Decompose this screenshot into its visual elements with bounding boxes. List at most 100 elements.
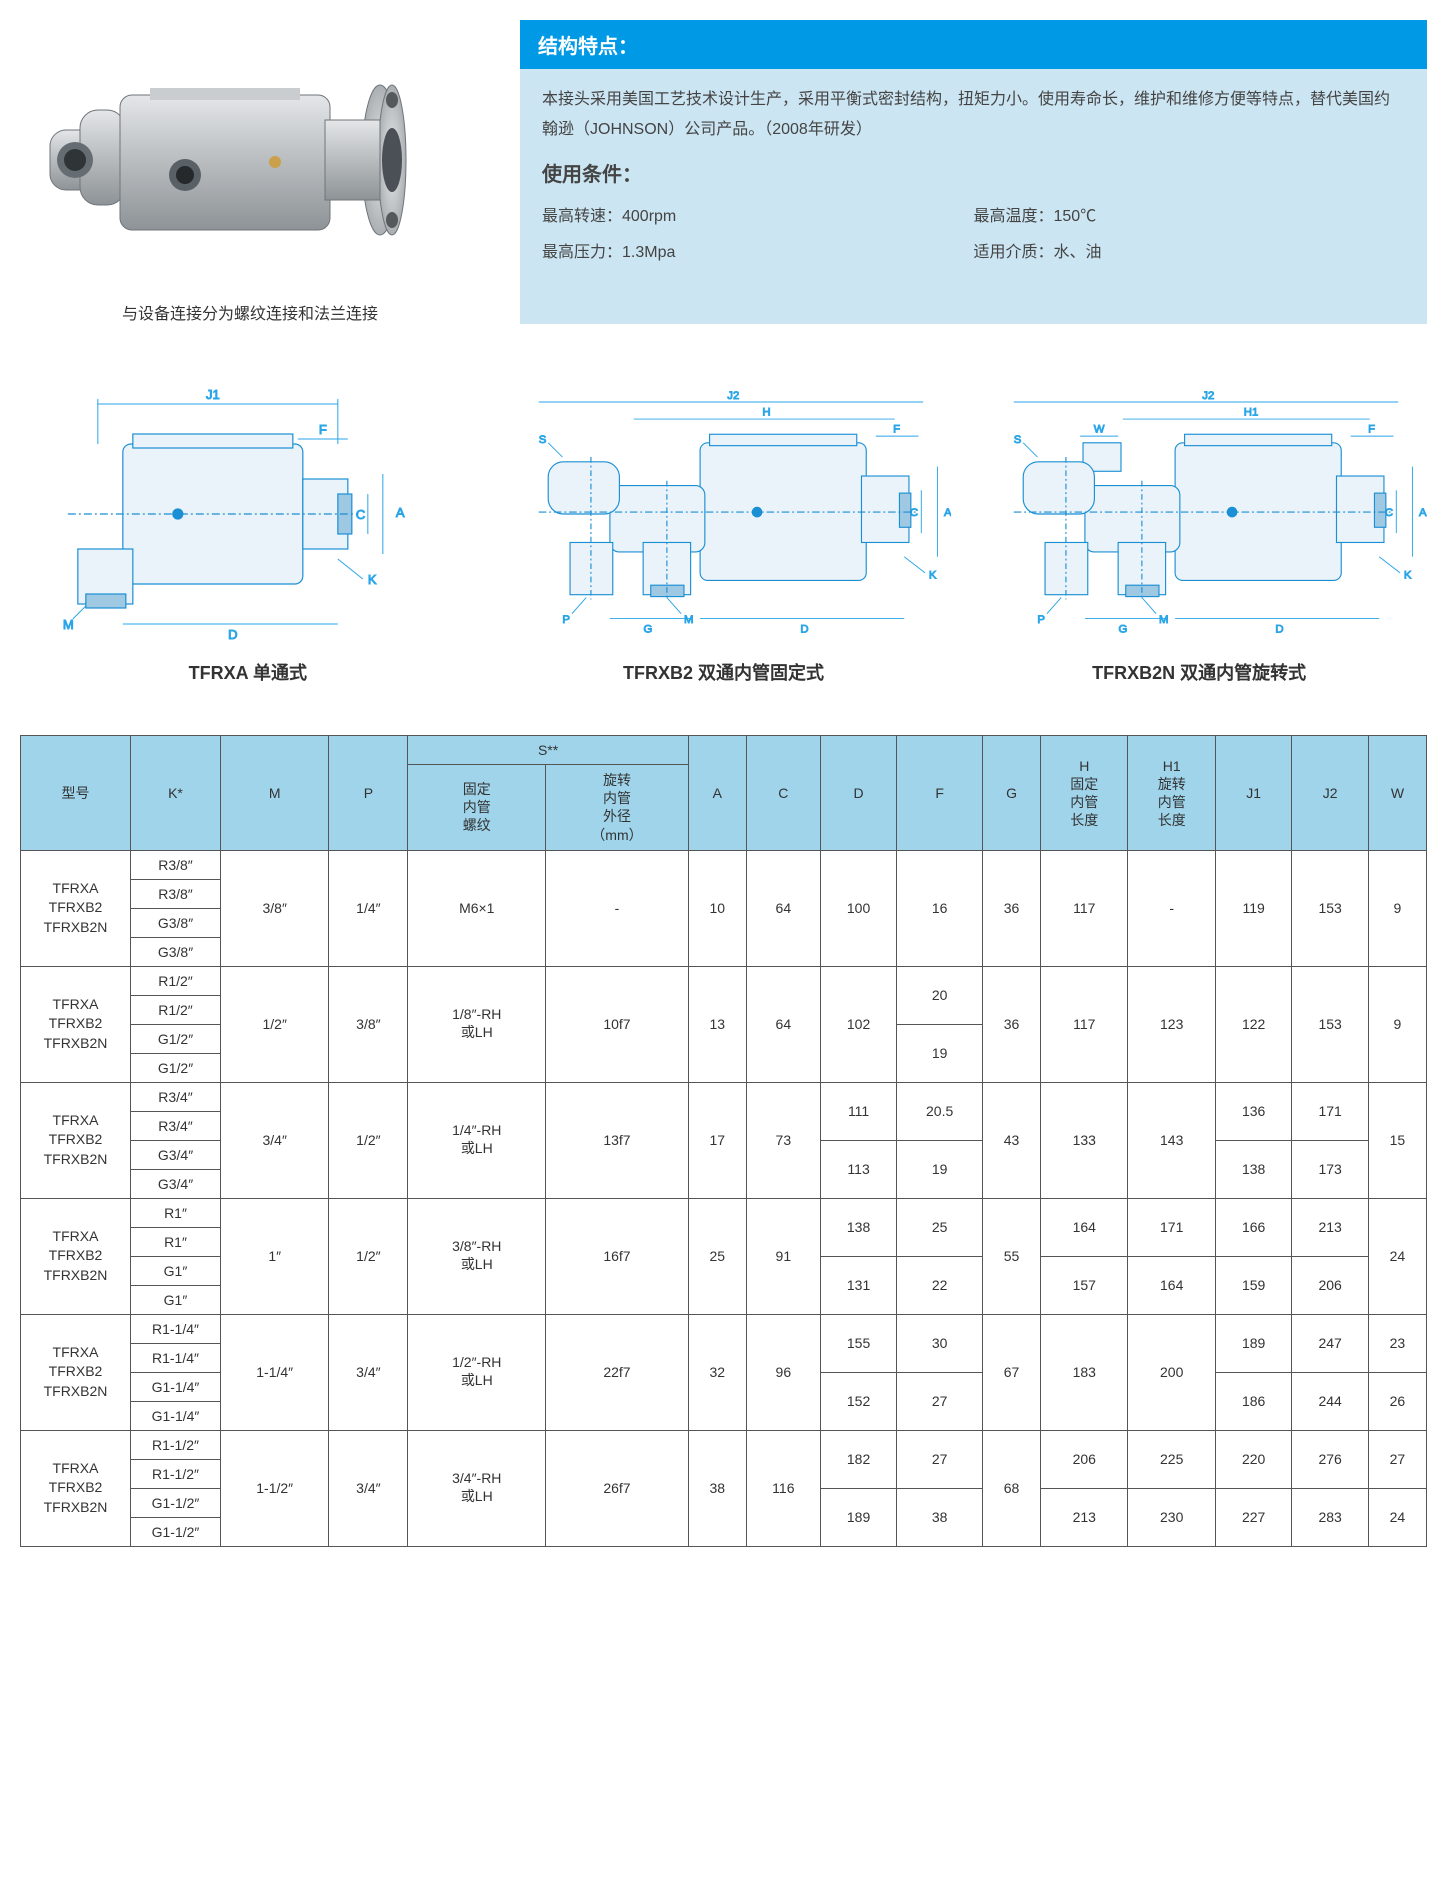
table-cell: 102 [820, 966, 896, 1082]
conditions-grid: 最高转速：400rpm 最高温度：150℃ 最高压力：1.3Mpa 适用介质：水… [542, 202, 1405, 269]
table-cell: TFRXA TFRXB2 TFRXB2N [21, 1198, 131, 1314]
svg-text:K: K [929, 570, 937, 582]
table-cell: G3/8″ [131, 908, 221, 937]
svg-text:M: M [684, 614, 693, 626]
table-cell: 68 [982, 1430, 1040, 1546]
cond-item: 最高温度：150℃ [974, 202, 1406, 232]
svg-text:D: D [800, 624, 808, 636]
table-cell: 227 [1215, 1488, 1291, 1546]
table-cell: 153 [1292, 966, 1368, 1082]
table-cell: G1/2″ [131, 1053, 221, 1082]
top-row: 与设备连接分为螺纹连接和法兰连接 结构特点： 本接头采用美国工艺技术设计生产，采… [20, 20, 1427, 324]
th-K: K* [131, 736, 221, 851]
th-S: S** [408, 736, 688, 765]
th-D: D [820, 736, 896, 851]
table-cell: G1-1/2″ [131, 1517, 221, 1546]
features-text: 本接头采用美国工艺技术设计生产，采用平衡式密封结构，扭矩力小。使用寿命长，维护和… [542, 85, 1405, 146]
table-cell: 247 [1292, 1314, 1368, 1372]
th-S-fixed: 固定 内管 螺纹 [408, 765, 546, 851]
conditions-title: 使用条件： [542, 156, 1405, 194]
table-cell: G1-1/4″ [131, 1372, 221, 1401]
table-cell: 38 [688, 1430, 746, 1546]
th-C: C [746, 736, 820, 851]
table-cell: 138 [820, 1198, 896, 1256]
table-cell: R1″ [131, 1227, 221, 1256]
table-cell: 1″ [221, 1198, 329, 1314]
table-cell: 183 [1041, 1314, 1128, 1430]
table-cell: 20 [897, 966, 983, 1024]
svg-text:D: D [1276, 624, 1284, 636]
table-cell: 1/2″ [221, 966, 329, 1082]
table-cell: 143 [1128, 1082, 1215, 1198]
table-cell: 244 [1292, 1372, 1368, 1430]
table-cell: R3/4″ [131, 1082, 221, 1111]
photo-caption: 与设备连接分为螺纹连接和法兰连接 [20, 300, 480, 324]
th-H: H 固定 内管 长度 [1041, 736, 1128, 851]
cond-item: 最高转速：400rpm [542, 202, 974, 232]
info-panel: 结构特点： 本接头采用美国工艺技术设计生产，采用平衡式密封结构，扭矩力小。使用寿… [520, 20, 1427, 324]
table-cell: 117 [1041, 966, 1128, 1082]
table-cell: R1-1/2″ [131, 1459, 221, 1488]
svg-text:S: S [1014, 434, 1022, 446]
table-cell: 26f7 [546, 1430, 689, 1546]
table-cell: 27 [897, 1372, 983, 1430]
table-cell: 91 [746, 1198, 820, 1314]
table-cell: 64 [746, 850, 820, 966]
table-cell: G3/4″ [131, 1169, 221, 1198]
table-cell: 138 [1215, 1140, 1291, 1198]
diagrams-row: J1 F A C K D M TFRXA 单通式 [20, 384, 1427, 685]
th-P: P [329, 736, 408, 851]
table-cell: 213 [1292, 1198, 1368, 1256]
table-cell: 111 [820, 1082, 896, 1140]
table-cell: 20.5 [897, 1082, 983, 1140]
table-cell: 3/8″-RH 或LH [408, 1198, 546, 1314]
table-cell: 16 [897, 850, 983, 966]
table-cell: 1/8″-RH 或LH [408, 966, 546, 1082]
table-cell: 225 [1128, 1430, 1215, 1488]
table-cell: 119 [1215, 850, 1291, 966]
table-cell: 164 [1128, 1256, 1215, 1314]
table-cell: 171 [1292, 1082, 1368, 1140]
table-cell: 27 [1368, 1430, 1426, 1488]
table-cell: G3/4″ [131, 1140, 221, 1169]
table-cell: G1″ [131, 1256, 221, 1285]
table-cell: 186 [1215, 1372, 1291, 1430]
table-cell: 13f7 [546, 1082, 689, 1198]
th-W: W [1368, 736, 1426, 851]
table-cell: 200 [1128, 1314, 1215, 1430]
table-cell: 43 [982, 1082, 1040, 1198]
th-A: A [688, 736, 746, 851]
table-body: TFRXA TFRXB2 TFRXB2NR3/8″3/8″1/4″M6×1-10… [21, 850, 1427, 1546]
table-cell: 1/2″ [329, 1198, 408, 1314]
table-cell: 23 [1368, 1314, 1426, 1372]
table-cell: 182 [820, 1430, 896, 1488]
table-cell: 206 [1041, 1430, 1128, 1488]
table-cell: 116 [746, 1430, 820, 1546]
table-cell: M6×1 [408, 850, 546, 966]
table-cell: 13 [688, 966, 746, 1082]
table-cell: 9 [1368, 966, 1426, 1082]
table-cell: 24 [1368, 1488, 1426, 1546]
table-cell: 1-1/2″ [221, 1430, 329, 1546]
table-cell: 1/2″ [329, 1082, 408, 1198]
svg-text:A: A [1419, 507, 1427, 519]
table-cell: G3/8″ [131, 937, 221, 966]
table-cell: TFRXA TFRXB2 TFRXB2N [21, 1082, 131, 1198]
diagram-label: TFRXB2 双通内管固定式 [496, 659, 952, 685]
svg-text:A: A [396, 505, 405, 520]
table-cell: G1-1/4″ [131, 1401, 221, 1430]
table-cell: G1/2″ [131, 1024, 221, 1053]
svg-text:F: F [893, 423, 900, 435]
table-cell: 55 [982, 1198, 1040, 1314]
table-cell: TFRXA TFRXB2 TFRXB2N [21, 1314, 131, 1430]
th-S-rot: 旋转 内管 外径 （mm） [546, 765, 689, 851]
svg-text:G: G [1119, 624, 1128, 636]
info-body: 本接头采用美国工艺技术设计生产，采用平衡式密封结构，扭矩力小。使用寿命长，维护和… [520, 69, 1427, 285]
features-title: 结构特点： [520, 20, 1427, 69]
table-cell: 10 [688, 850, 746, 966]
table-cell: 24 [1368, 1198, 1426, 1314]
table-cell: TFRXA TFRXB2 TFRXB2N [21, 1430, 131, 1546]
table-cell: 159 [1215, 1256, 1291, 1314]
table-cell: 73 [746, 1082, 820, 1198]
table-cell: R3/8″ [131, 879, 221, 908]
